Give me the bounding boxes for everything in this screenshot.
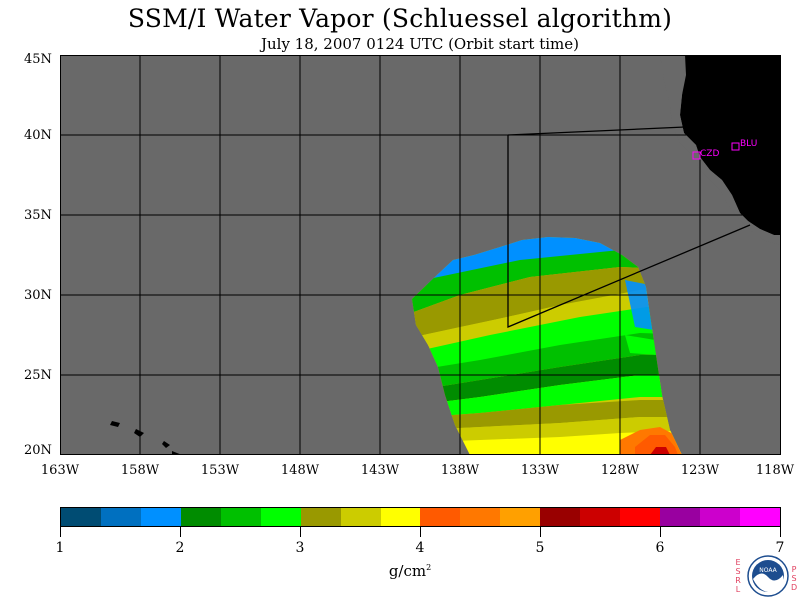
lon-label-118w: 118W — [755, 463, 795, 478]
colorbar-tick — [420, 527, 421, 537]
hawaii-island — [134, 429, 144, 437]
colorbar-tick — [780, 527, 781, 537]
lat-label-25n: 25N — [24, 368, 52, 383]
colorbar-label-2: 2 — [175, 540, 185, 556]
colorbar-swatch-11 — [500, 508, 541, 526]
graticule — [60, 55, 781, 455]
colorbar-swatch-5 — [260, 508, 301, 526]
colorbar-swatch-8 — [380, 508, 421, 526]
lat-label-35n: 35N — [24, 208, 52, 223]
lat-label-40n: 40N — [24, 128, 52, 143]
colorbar-unit: g/cm2 — [388, 562, 432, 580]
lon-label-133w: 133W — [520, 463, 560, 478]
colorbar-swatch-2 — [140, 508, 181, 526]
colorbar-label-3: 3 — [295, 540, 305, 556]
land-mass — [110, 55, 781, 455]
station-czd-marker — [692, 151, 701, 160]
lon-label-143w: 143W — [360, 463, 400, 478]
colorbar-swatch-9 — [420, 508, 461, 526]
colorbar-label-4: 4 — [415, 540, 425, 556]
lon-label-128w: 128W — [600, 463, 640, 478]
lon-label-163w: 163W — [40, 463, 80, 478]
colorbar-swatch-12 — [540, 508, 581, 526]
lon-label-153w: 153W — [200, 463, 240, 478]
colorbar-swatch-13 — [580, 508, 621, 526]
lat-label-20n: 20N — [24, 443, 52, 458]
colorbar-swatch-3 — [180, 508, 221, 526]
station-czd-label: CZD — [700, 149, 719, 159]
psd-letters: PSD — [791, 565, 798, 592]
colorbar-swatch-1 — [100, 508, 141, 526]
sector-outline — [507, 126, 751, 328]
station-markers — [692, 142, 740, 160]
colorbar-swatch-15 — [660, 508, 700, 526]
lon-label-123w: 123W — [680, 463, 720, 478]
station-blu-label: BLU — [740, 139, 757, 149]
colorbar-swatch-0 — [61, 508, 101, 526]
noaa-emblem-icon: NOAA — [747, 555, 789, 597]
colorbar — [60, 507, 781, 527]
map-title: SSM/I Water Vapor (Schluessel algorithm) — [127, 4, 673, 33]
colorbar-swatch-16 — [700, 508, 740, 526]
lon-label-138w: 138W — [440, 463, 480, 478]
esrl-letters: ESRL — [735, 558, 741, 594]
colorbar-label-6: 6 — [655, 540, 665, 556]
station-blu-marker — [731, 142, 740, 151]
noaa-logo: ESRL NOAA PSD — [733, 555, 800, 600]
lon-label-148w: 148W — [280, 463, 320, 478]
colorbar-swatch-6 — [300, 508, 341, 526]
svg-text:NOAA: NOAA — [759, 567, 777, 574]
colorbar-tick — [180, 527, 181, 537]
colorbar-swatch-17 — [739, 508, 780, 526]
colorbar-swatch-4 — [220, 508, 261, 526]
colorbar-label-5: 5 — [535, 540, 545, 556]
colorbar-label-1: 1 — [55, 540, 65, 556]
hawaii-island — [110, 421, 120, 427]
hawaii-island — [162, 441, 170, 448]
colorbar-swatch-7 — [340, 508, 381, 526]
lat-label-30n: 30N — [24, 288, 52, 303]
colorbar-tick — [300, 527, 301, 537]
colorbar-label-7: 7 — [775, 540, 785, 556]
lon-label-158w: 158W — [120, 463, 160, 478]
colorbar-swatch-10 — [460, 508, 501, 526]
lat-label-45n: 45N — [24, 52, 52, 67]
map-subtitle: July 18, 2007 0124 UTC (Orbit start time… — [260, 35, 580, 53]
colorbar-tick — [60, 527, 61, 537]
water-vapor-map: CZD BLU — [60, 55, 781, 455]
colorbar-swatch-14 — [620, 508, 661, 526]
colorbar-tick — [540, 527, 541, 537]
colorbar-tick — [660, 527, 661, 537]
